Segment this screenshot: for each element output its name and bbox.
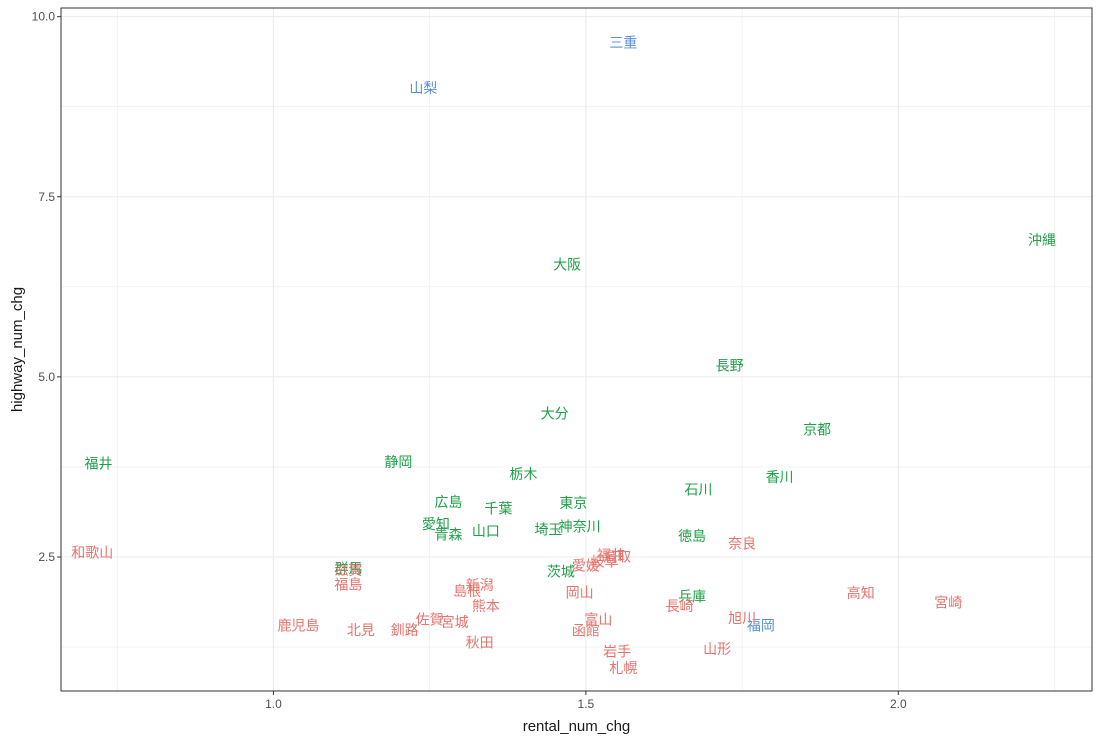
point-label: 沖縄 xyxy=(1028,233,1056,249)
point-label: 山梨 xyxy=(409,81,437,97)
point-label: 兵庫 xyxy=(678,589,706,606)
point-label: 長崎 xyxy=(666,599,694,615)
point-label: 栃木 xyxy=(509,467,537,483)
point-label: 埼玉 xyxy=(534,523,562,539)
point-label: 大分 xyxy=(541,407,569,423)
point-label: 静岡 xyxy=(384,455,412,471)
point-label: 東京 xyxy=(559,496,587,512)
point-label: 茨城 xyxy=(547,564,575,580)
x-axis-title: rental_num_chg xyxy=(523,718,631,735)
point-label: 鹿児島 xyxy=(277,617,319,634)
point-label: 函館 xyxy=(572,622,600,639)
point-label: 宮城 xyxy=(441,615,469,631)
point-label: 島根 xyxy=(453,584,481,600)
point-label: 広島 xyxy=(434,495,462,511)
x-tick-label: 2.0 xyxy=(890,697,907,711)
point-label: 鳥取 xyxy=(603,549,631,565)
point-label: 千葉 xyxy=(484,502,512,518)
point-label: 群馬 xyxy=(334,562,362,578)
point-label: 北見 xyxy=(347,623,375,639)
y-tick-label: 2.5 xyxy=(38,550,55,564)
point-label: 山形 xyxy=(703,642,731,658)
x-tick-label: 1.5 xyxy=(578,697,595,711)
point-label: 高知 xyxy=(847,585,875,602)
point-label: 福岡 xyxy=(747,618,775,634)
point-label: 神奈川 xyxy=(559,520,601,536)
point-label: 富山 xyxy=(584,612,612,629)
point-label: 京都 xyxy=(803,422,831,438)
point-label: 滋賀 xyxy=(334,563,362,579)
y-tick-label: 10.0 xyxy=(32,10,56,24)
point-label: 長野 xyxy=(716,358,744,374)
point-label: 香川 xyxy=(766,470,794,486)
point-label: 福井 xyxy=(84,456,112,472)
point-label: 福島 xyxy=(334,577,362,593)
y-tick-label: 7.5 xyxy=(38,190,55,204)
point-label: 佐賀 xyxy=(416,613,444,629)
point-label: 新潟 xyxy=(466,578,494,594)
point-label: 山口 xyxy=(472,524,500,540)
point-label: 岐阜 xyxy=(591,553,619,570)
point-label: 青森 xyxy=(434,528,462,544)
axes: 1.0 1.5 2.0 2.5 5.0 7.5 10.0 xyxy=(32,10,907,711)
plot-panel-border xyxy=(60,7,1093,692)
point-label: 秋田 xyxy=(466,636,494,652)
point-label: 愛知 xyxy=(422,516,450,533)
point-label: 大阪 xyxy=(553,257,581,273)
point-label: 徳島 xyxy=(678,529,706,545)
point-label: 釧路 xyxy=(391,623,419,639)
point-label: 愛媛 xyxy=(572,559,600,575)
point-label: 熊本 xyxy=(472,599,500,615)
point-label: 岡山 xyxy=(566,585,594,601)
point-label: 旭川 xyxy=(728,611,756,627)
point-label: 奈良 xyxy=(728,536,756,552)
point-label: 宮崎 xyxy=(934,595,962,611)
point-label: 三重 xyxy=(609,36,637,52)
grid-lines xyxy=(61,8,1092,691)
point-label: 札幌 xyxy=(609,661,637,677)
point-label: 福井 xyxy=(597,548,625,564)
x-tick-label: 1.0 xyxy=(265,697,282,711)
y-tick-label: 5.0 xyxy=(38,370,55,384)
y-axis-title: highway_num_chg xyxy=(9,287,26,412)
point-label: 石川 xyxy=(684,482,712,498)
point-label: 岩手 xyxy=(603,644,631,660)
point-label: 和歌山 xyxy=(71,546,113,562)
